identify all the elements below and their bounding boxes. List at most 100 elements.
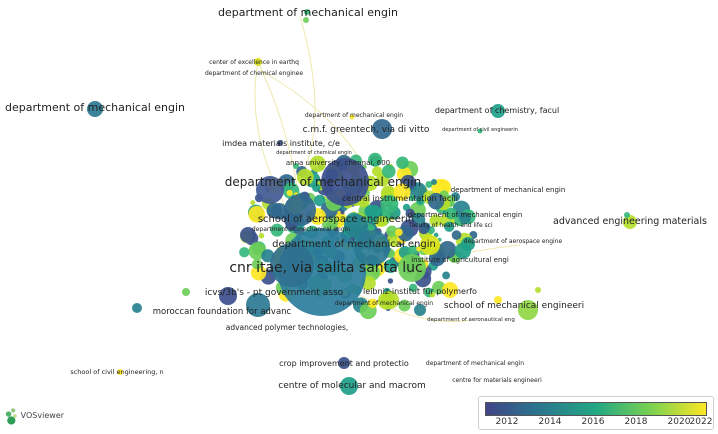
network-node[interactable]: [427, 192, 445, 210]
network-node[interactable]: [397, 225, 414, 242]
network-node[interactable]: [381, 291, 399, 309]
node-label[interactable]: icvs/3b's - pt government asso: [205, 288, 344, 298]
node-label[interactable]: center of excellence in earthq: [209, 59, 299, 66]
network-node[interactable]: [132, 303, 142, 313]
network-node[interactable]: [286, 189, 293, 197]
node-label[interactable]: advanced engineering materials: [553, 216, 707, 227]
network-node[interactable]: [367, 298, 378, 309]
node-label[interactable]: school of aerospace engineerin: [258, 214, 414, 225]
network-node[interactable]: [459, 212, 471, 224]
network-node[interactable]: [372, 119, 392, 139]
network-node[interactable]: [258, 232, 265, 239]
node-label[interactable]: department of mechanical engin: [225, 175, 421, 189]
network-node[interactable]: [425, 181, 433, 188]
node-label[interactable]: department of aeronautical eng: [427, 317, 515, 323]
network-node[interactable]: [398, 254, 426, 282]
network-node[interactable]: [266, 202, 283, 219]
network-node[interactable]: [340, 210, 345, 215]
network-node[interactable]: [405, 208, 415, 218]
network-node[interactable]: [414, 304, 426, 316]
network-node[interactable]: [383, 259, 398, 274]
network-node[interactable]: [535, 287, 541, 293]
network-node[interactable]: [396, 156, 409, 169]
network-node[interactable]: [491, 104, 505, 118]
network-node[interactable]: [395, 228, 403, 236]
network-node[interactable]: [431, 179, 437, 185]
network-node[interactable]: [279, 213, 285, 218]
network-node[interactable]: [409, 195, 416, 202]
network-node[interactable]: [219, 287, 237, 305]
network-node[interactable]: [277, 140, 283, 146]
network-node[interactable]: [240, 227, 256, 243]
node-label[interactable]: department of mechanical engin: [305, 112, 403, 119]
node-label[interactable]: central instrumentation facili: [342, 194, 458, 203]
node-label[interactable]: department of mechanical engin: [218, 6, 398, 19]
network-node[interactable]: [442, 271, 451, 280]
network-node[interactable]: [340, 377, 358, 395]
network-node[interactable]: [304, 9, 310, 15]
node-label[interactable]: department of chemical enginee: [205, 70, 303, 77]
network-node[interactable]: [461, 237, 475, 251]
node-label[interactable]: department of mechanical engin: [426, 360, 524, 367]
network-node[interactable]: [398, 299, 411, 312]
network-node[interactable]: [406, 183, 411, 188]
network-node[interactable]: [381, 164, 396, 179]
network-node[interactable]: [182, 288, 190, 296]
network-node[interactable]: [303, 17, 309, 23]
network-node[interactable]: [293, 163, 299, 169]
network-node[interactable]: [376, 215, 388, 227]
network-node[interactable]: [421, 222, 431, 232]
network-node[interactable]: [624, 212, 630, 218]
node-label[interactable]: imdea materials institute, c/e: [222, 139, 340, 148]
node-label[interactable]: department of chemical engin: [276, 150, 352, 156]
network-node[interactable]: [250, 200, 256, 206]
network-node[interactable]: [433, 232, 439, 238]
network-node[interactable]: [429, 291, 436, 298]
network-node[interactable]: [250, 265, 267, 281]
node-label[interactable]: school of mechanical engineeri: [444, 301, 584, 311]
node-label[interactable]: department of mechanical engin: [5, 101, 185, 114]
node-label[interactable]: school of civil engineering, n: [70, 368, 163, 376]
network-node[interactable]: [338, 357, 350, 369]
network-node[interactable]: [309, 155, 326, 173]
network-node[interactable]: [313, 194, 326, 207]
node-label[interactable]: centre for materials engineeri: [452, 377, 542, 384]
node-label[interactable]: department of civil engineerin: [442, 127, 518, 133]
network-node[interactable]: [420, 235, 440, 255]
network-node[interactable]: [429, 214, 442, 227]
network-node[interactable]: [442, 282, 458, 298]
node-label[interactable]: department of mechanical engin: [272, 239, 436, 250]
network-node[interactable]: [256, 176, 284, 204]
network-node[interactable]: [117, 369, 123, 375]
node-label[interactable]: department of aerospace engine: [464, 238, 563, 245]
network-node[interactable]: [321, 158, 369, 206]
network-node[interactable]: [368, 152, 383, 167]
network-node[interactable]: [387, 278, 394, 284]
network-node[interactable]: [386, 225, 398, 237]
network-node[interactable]: [270, 243, 314, 287]
network-node[interactable]: [344, 214, 368, 238]
node-label[interactable]: department of mechanical engin: [335, 300, 433, 307]
network-node[interactable]: [87, 101, 103, 117]
node-label[interactable]: centre of molecular and macrom: [278, 381, 426, 391]
node-label[interactable]: c.m.f. greentech, via di vitto: [303, 125, 430, 135]
network-node[interactable]: [445, 207, 458, 220]
network-node[interactable]: [248, 205, 266, 223]
network-node[interactable]: [380, 195, 399, 213]
node-label[interactable]: department of mechanical engin: [451, 186, 566, 194]
network-node[interactable]: [477, 128, 483, 134]
network-node[interactable]: [251, 258, 263, 270]
node-label[interactable]: anna university, chennai, 600: [286, 159, 390, 167]
network-node[interactable]: [417, 197, 424, 204]
network-node[interactable]: [444, 221, 455, 232]
node-label[interactable]: institute of agricultural engi: [411, 256, 509, 264]
node-label[interactable]: crop improvement and protectio: [279, 359, 409, 368]
network-node[interactable]: [246, 293, 270, 317]
node-label[interactable]: moroccan foundation for advanc: [153, 307, 292, 317]
node-label[interactable]: department of chemistry, facul: [435, 106, 559, 115]
network-node[interactable]: [296, 168, 314, 186]
network-node[interactable]: [239, 247, 250, 258]
network-node[interactable]: [518, 300, 538, 320]
node-label[interactable]: cnr itae, via salita santa luc: [229, 260, 422, 276]
